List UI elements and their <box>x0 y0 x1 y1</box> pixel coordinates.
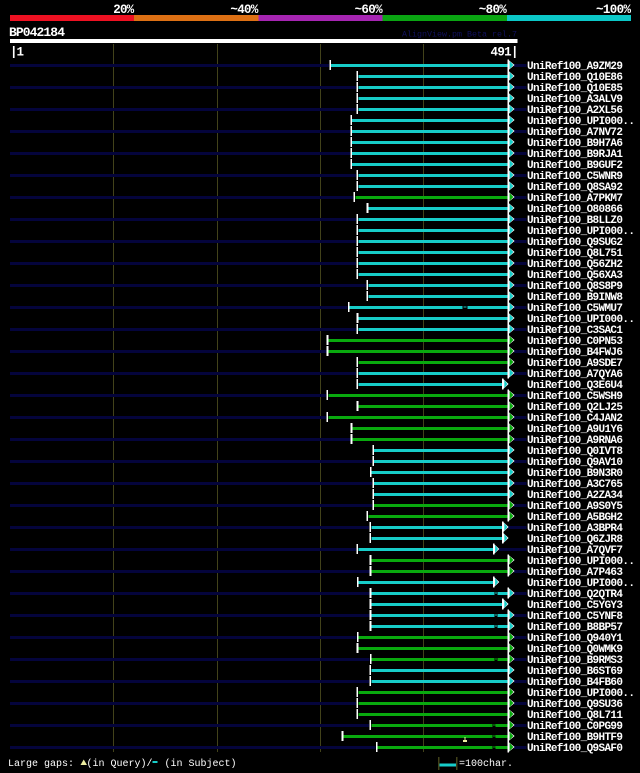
svg-text:UniRef100_B8BP57: UniRef100_B8BP57 <box>527 622 623 634</box>
svg-text:Large gaps:: Large gaps: <box>8 759 74 770</box>
svg-text:UniRef100_A9RNA6: UniRef100_A9RNA6 <box>527 435 623 447</box>
svg-text:UniRef100_Q6ZJR8: UniRef100_Q6ZJR8 <box>527 534 623 546</box>
svg-text:UniRef100_UPI000..: UniRef100_UPI000.. <box>527 688 635 700</box>
svg-text:UniRef100_A7NV72: UniRef100_A7NV72 <box>527 127 623 139</box>
svg-text:UniRef100_Q9SU36: UniRef100_Q9SU36 <box>527 699 623 711</box>
svg-text:~80%: ~80% <box>479 3 507 17</box>
svg-text:=100char.: =100char. <box>459 758 513 770</box>
svg-text:UniRef100_A9SDE7: UniRef100_A9SDE7 <box>527 358 623 370</box>
svg-text:UniRef100_A9U1Y6: UniRef100_A9U1Y6 <box>527 424 623 436</box>
svg-text:UniRef100_B4FWJ6: UniRef100_B4FWJ6 <box>527 347 623 359</box>
svg-text:~100%: ~100% <box>596 3 631 17</box>
svg-text:UniRef100_Q940Y1: UniRef100_Q940Y1 <box>527 633 623 645</box>
svg-text:(in Query)/: (in Query)/ <box>87 758 153 770</box>
svg-text:UniRef100_B9HTF9: UniRef100_B9HTF9 <box>527 732 623 744</box>
svg-text:UniRef100_Q8L751: UniRef100_Q8L751 <box>527 248 623 260</box>
svg-text:UniRef100_A7QYA6: UniRef100_A7QYA6 <box>527 369 623 381</box>
svg-text:UniRef100_C3SAC1: UniRef100_C3SAC1 <box>527 325 623 337</box>
svg-text:UniRef100_A9ZM29: UniRef100_A9ZM29 <box>527 61 623 73</box>
svg-text:UniRef100_O80866: UniRef100_O80866 <box>527 204 623 216</box>
svg-text:UniRef100_A3C765: UniRef100_A3C765 <box>527 479 623 491</box>
svg-text:UniRef100_A7P463: UniRef100_A7P463 <box>527 567 623 579</box>
svg-text:UniRef100_B9RMS3: UniRef100_B9RMS3 <box>527 655 623 667</box>
svg-text:UniRef100_A5BGH2: UniRef100_A5BGH2 <box>527 512 623 524</box>
svg-text:UniRef100_B9GUF2: UniRef100_B9GUF2 <box>527 160 623 172</box>
svg-text:UniRef100_B6ST69: UniRef100_B6ST69 <box>527 666 623 678</box>
svg-text:UniRef100_Q8SA92: UniRef100_Q8SA92 <box>527 182 623 194</box>
svg-text:UniRef100_C5YGY3: UniRef100_C5YGY3 <box>527 600 623 612</box>
svg-text:UniRef100_A7QVF7: UniRef100_A7QVF7 <box>527 545 623 557</box>
svg-text:UniRef100_Q0WMK9: UniRef100_Q0WMK9 <box>527 644 623 656</box>
svg-text:UniRef100_Q10E86: UniRef100_Q10E86 <box>527 72 623 84</box>
svg-text:UniRef100_A3ALV9: UniRef100_A3ALV9 <box>527 94 623 106</box>
svg-text:UniRef100_Q3E6U4: UniRef100_Q3E6U4 <box>527 380 623 392</box>
svg-text:UniRef100_B8LLZ0: UniRef100_B8LLZ0 <box>527 215 623 227</box>
svg-text:UniRef100_UPI000..: UniRef100_UPI000.. <box>527 314 635 326</box>
svg-text:UniRef100_C5WNR9: UniRef100_C5WNR9 <box>527 171 623 183</box>
svg-text:UniRef100_C0PN53: UniRef100_C0PN53 <box>527 336 623 348</box>
svg-text:BP042184: BP042184 <box>9 25 65 40</box>
svg-text:UniRef100_C4JAN2: UniRef100_C4JAN2 <box>527 413 623 425</box>
svg-text:|1: |1 <box>10 46 24 60</box>
svg-text:UniRef100_UPI000..: UniRef100_UPI000.. <box>527 556 635 568</box>
svg-text:UniRef100_B9RJA1: UniRef100_B9RJA1 <box>527 149 623 161</box>
svg-text:UniRef100_Q9SAF0: UniRef100_Q9SAF0 <box>527 743 623 755</box>
svg-text:UniRef100_B9INW8: UniRef100_B9INW8 <box>527 292 623 304</box>
svg-text:(in Subject): (in Subject) <box>165 758 237 770</box>
svg-text:20%: 20% <box>113 3 134 17</box>
svg-text:UniRef100_UPI000..: UniRef100_UPI000.. <box>527 116 635 128</box>
svg-text:UniRef100_B9N3R0: UniRef100_B9N3R0 <box>527 468 623 480</box>
svg-text:UniRef100_A7PKM7: UniRef100_A7PKM7 <box>527 193 623 205</box>
svg-text:UniRef100_B9H7A6: UniRef100_B9H7A6 <box>527 138 623 150</box>
svg-text:UniRef100_C5YNF8: UniRef100_C5YNF8 <box>527 611 623 623</box>
svg-text:UniRef100_A2ZA34: UniRef100_A2ZA34 <box>527 490 623 502</box>
svg-text:UniRef100_Q2QTR4: UniRef100_Q2QTR4 <box>527 589 623 601</box>
svg-text:UniRef100_UPI000..: UniRef100_UPI000.. <box>527 226 635 238</box>
svg-text:UniRef100_Q8L711: UniRef100_Q8L711 <box>527 710 623 722</box>
svg-text:491|: 491| <box>491 46 519 60</box>
svg-text:UniRef100_Q10E85: UniRef100_Q10E85 <box>527 83 623 95</box>
svg-text:UniRef100_UPI000..: UniRef100_UPI000.. <box>527 578 635 590</box>
svg-text:UniRef100_B4FB60: UniRef100_B4FB60 <box>527 677 623 689</box>
svg-text:UniRef100_Q9AV10: UniRef100_Q9AV10 <box>527 457 623 469</box>
svg-text:AlignView.pm Beta rel.7: AlignView.pm Beta rel.7 <box>402 30 517 40</box>
svg-text:UniRef100_A2XL56: UniRef100_A2XL56 <box>527 105 623 117</box>
svg-text:UniRef100_C0PG99: UniRef100_C0PG99 <box>527 721 623 733</box>
svg-text:UniRef100_C5WMU7: UniRef100_C5WMU7 <box>527 303 623 315</box>
svg-text:UniRef100_A3BPR4: UniRef100_A3BPR4 <box>527 523 623 535</box>
svg-text:UniRef100_Q56XA3: UniRef100_Q56XA3 <box>527 270 623 282</box>
svg-text:UniRef100_Q9SUG2: UniRef100_Q9SUG2 <box>527 237 623 249</box>
svg-text:UniRef100_Q8S8P9: UniRef100_Q8S8P9 <box>527 281 623 293</box>
svg-text:UniRef100_Q0IVT8: UniRef100_Q0IVT8 <box>527 446 623 458</box>
svg-text:UniRef100_Q2LJ25: UniRef100_Q2LJ25 <box>527 402 623 414</box>
svg-text:UniRef100_Q56ZH2: UniRef100_Q56ZH2 <box>527 259 623 271</box>
svg-text:UniRef100_A9S0Y5: UniRef100_A9S0Y5 <box>527 501 623 513</box>
svg-text:~60%: ~60% <box>355 3 383 17</box>
svg-text:~40%: ~40% <box>230 3 258 17</box>
svg-text:UniRef100_C5WSH9: UniRef100_C5WSH9 <box>527 391 623 403</box>
